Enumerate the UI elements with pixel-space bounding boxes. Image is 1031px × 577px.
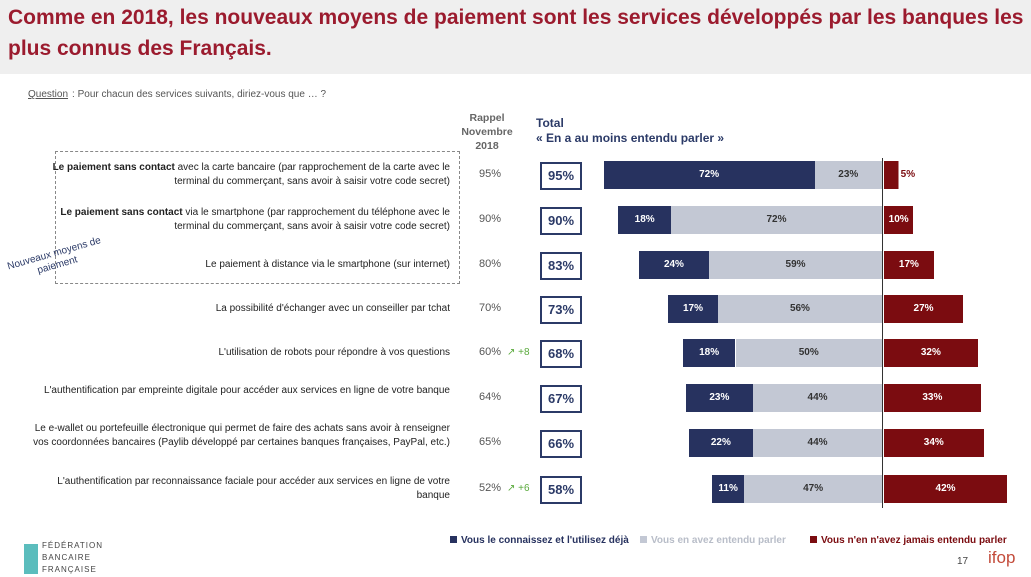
row-label-text: Le e-wallet ou portefeuille électronique…: [33, 423, 450, 448]
bar-never: 34%: [884, 429, 984, 457]
bar-use: 72%: [603, 161, 815, 189]
question-label: Question: [28, 89, 69, 100]
row-label: Le paiement à distance via le smartphone…: [30, 258, 450, 272]
row-label: Le e-wallet ou portefeuille électronique…: [30, 422, 450, 450]
bar-never: 5%: [884, 161, 931, 189]
rappel-value: 90%: [478, 213, 502, 225]
fbf-logo: FÉDÉRATION BANCAIRE FRANÇAISE: [22, 540, 112, 576]
bar-never: 27%: [884, 295, 964, 323]
bar-never: 10%: [884, 206, 914, 234]
legend-item-heard: Vous en avez entendu parler: [640, 535, 786, 546]
rappel-value: 60%: [478, 346, 502, 358]
row-label: La possibilité d'échanger avec un consei…: [30, 302, 450, 316]
bar-use: 22%: [688, 429, 754, 457]
row-label-text: L'authentification par empreinte digital…: [43, 385, 450, 396]
legend-item-never: Vous n'en n'avez jamais entendu parler: [810, 535, 1007, 546]
row-label-text: avec la carte bancaire (par rapprochemen…: [174, 162, 450, 187]
legend-label: Vous en avez entendu parler: [651, 535, 786, 546]
total-value: 67%: [540, 385, 582, 413]
bar-use: 18%: [682, 339, 736, 367]
row-label-bold: Le paiement sans contact: [52, 162, 175, 173]
zero-divider: [882, 158, 883, 508]
bar-heard: 47%: [744, 475, 882, 503]
total-value: 68%: [540, 340, 582, 368]
total-header: Total « En a au moins entendu parler »: [536, 116, 724, 146]
total-title: Total: [536, 116, 564, 130]
question: Question: Pour chacun des services suiva…: [28, 89, 326, 100]
bar-use: 11%: [712, 475, 745, 503]
rappel-value: 95%: [478, 168, 502, 180]
total-value: 73%: [540, 296, 582, 324]
bar-never: 42%: [884, 475, 1008, 503]
row-label: L'utilisation de robots pour répondre à …: [30, 346, 451, 360]
page-title: Comme en 2018, les nouveaux moyens de pa…: [8, 6, 1024, 60]
row-label: L'authentification par reconnaissance fa…: [30, 475, 450, 503]
bar-heard: 44%: [753, 429, 882, 457]
row-label: L'authentification par empreinte digital…: [30, 384, 450, 398]
bar-heard: 23%: [814, 161, 882, 189]
row-label-bold: Le paiement sans contact: [60, 207, 183, 218]
legend-label: Vous le connaissez et l'utilisez déjà: [461, 535, 629, 546]
row-label-text: L'authentification par reconnaissance fa…: [57, 476, 450, 501]
bar-never: 17%: [884, 251, 934, 279]
bar-heard: 72%: [671, 206, 882, 234]
bar-use: 18%: [618, 206, 672, 234]
total-value: 66%: [540, 430, 582, 458]
bar-use: 24%: [638, 251, 710, 279]
rappel-value: 80%: [478, 258, 502, 270]
row-label: Le paiement sans contact avec la carte b…: [30, 161, 450, 189]
row-label-text: Le paiement à distance via le smartphone…: [205, 259, 450, 270]
rappel-value: 64%: [478, 391, 502, 403]
bar-heard: 56%: [717, 295, 882, 323]
group-box: [55, 151, 460, 284]
ifop-logo: ifop: [988, 548, 1016, 567]
total-value: 95%: [540, 162, 582, 190]
rappel-value: 70%: [478, 302, 502, 314]
rappel-value: 52%: [478, 482, 502, 494]
bar-use: 17%: [668, 295, 718, 323]
page-number: 17: [957, 556, 969, 567]
bar-never: 33%: [884, 384, 981, 412]
row-label: Le paiement sans contact via le smartpho…: [30, 206, 450, 234]
evolution-badge: ↗ +6: [507, 483, 530, 494]
evolution-badge: ↗ +8: [507, 347, 530, 358]
total-value: 58%: [540, 476, 582, 504]
header: [0, 0, 1031, 74]
bar-heard: 44%: [753, 384, 882, 412]
row-label-text: La possibilité d'échanger avec un consei…: [215, 303, 450, 314]
rappel-value: 65%: [478, 436, 502, 448]
total-subtitle: « En a au moins entendu parler »: [536, 131, 725, 145]
legend-swatch: [810, 536, 817, 543]
question-text: : Pour chacun des services suivants, dir…: [72, 89, 327, 100]
bar-heard: 59%: [709, 251, 882, 279]
legend-item-use: Vous le connaissez et l'utilisez déjà: [450, 535, 629, 546]
rappel-header: Rappel Novembre 2018: [461, 112, 513, 152]
total-value: 90%: [540, 207, 582, 235]
legend-label: Vous n'en n'avez jamais entendu parler: [821, 535, 1007, 546]
legend-swatch: [450, 536, 457, 543]
row-label-text: L'utilisation de robots pour répondre à …: [218, 347, 451, 358]
bar-use: 23%: [685, 384, 754, 412]
bar-never: 32%: [884, 339, 978, 367]
bar-heard: 50%: [735, 339, 882, 367]
total-value: 83%: [540, 252, 582, 280]
row-label-text: via le smartphone (par rapprochement du …: [174, 207, 450, 232]
legend-swatch: [640, 536, 647, 543]
